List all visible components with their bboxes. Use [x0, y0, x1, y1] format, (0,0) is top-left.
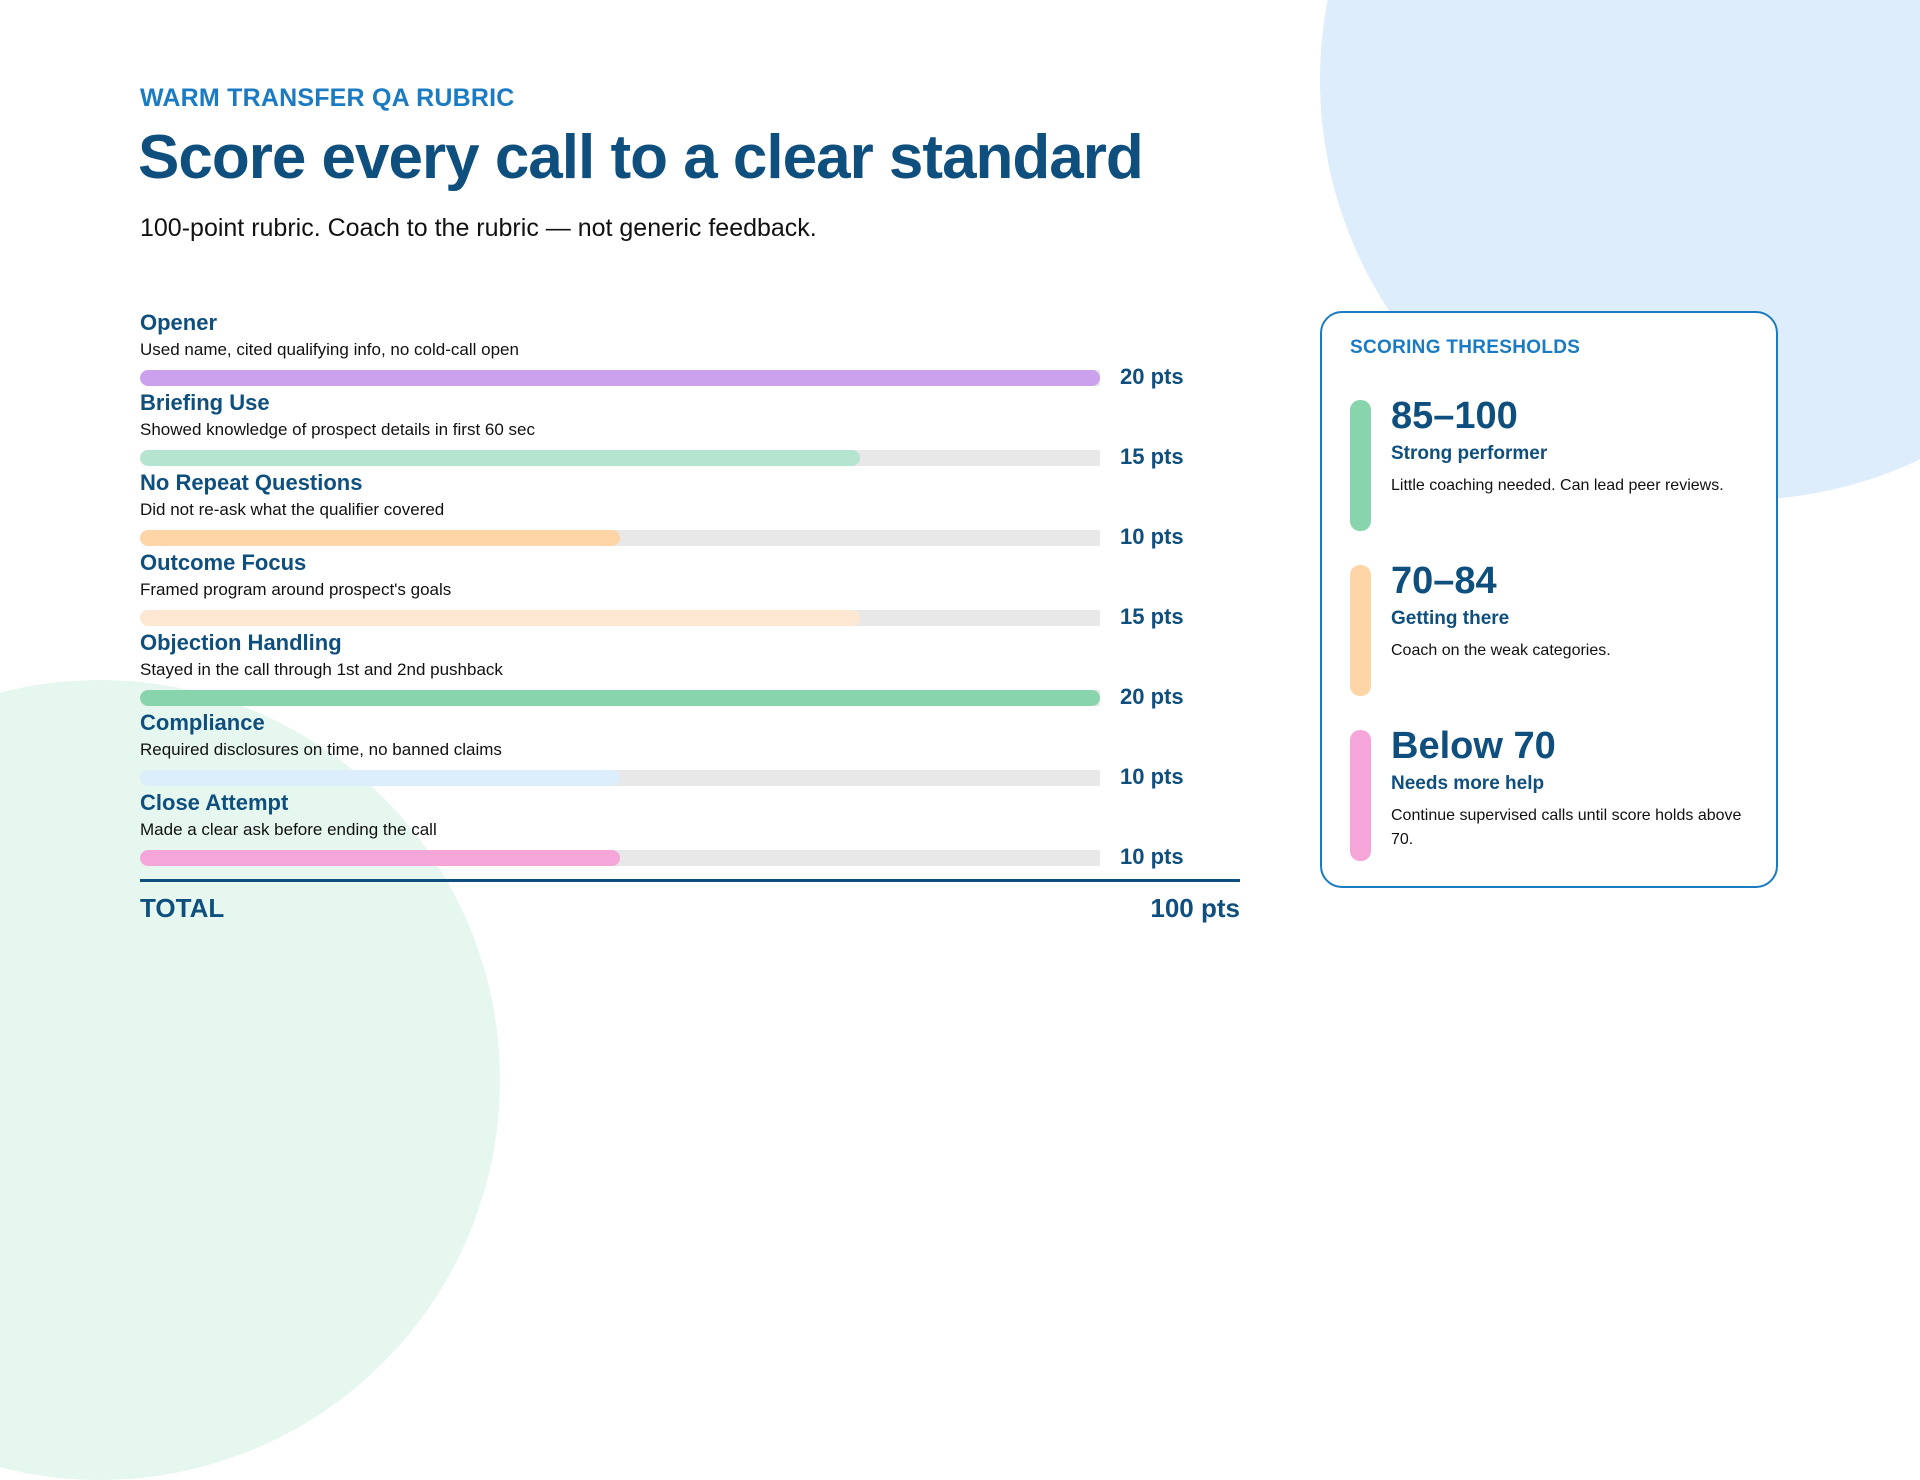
panel-title: SCORING THRESHOLDS	[1350, 337, 1581, 358]
progress-track	[140, 370, 1100, 386]
progress-fill	[140, 610, 860, 626]
total-divider	[140, 879, 1240, 882]
tier-accent-bar	[1350, 730, 1371, 861]
tier-description: Continue supervised calls until score ho…	[1391, 807, 1742, 848]
rubric-item-name: Compliance	[140, 710, 265, 735]
rubric-item-description: Showed knowledge of prospect details in …	[140, 420, 536, 439]
rubric-item-description: Framed program around prospect's goals	[140, 580, 452, 599]
progress-track	[140, 610, 1100, 626]
tier-strong-performer: 85–100 Strong performer Little coaching …	[1350, 395, 1760, 532]
progress-track	[140, 690, 1100, 706]
rubric-row-compliance: Compliance Required disclosures on time,…	[140, 710, 1240, 790]
rubric-item-name: Objection Handling	[140, 630, 342, 655]
eyebrow-label: WARM TRANSFER QA RUBRIC	[140, 84, 515, 112]
tier-label: Strong performer	[1391, 443, 1548, 464]
rubric-item-description: Used name, cited qualifying info, no col…	[140, 340, 519, 359]
rubric-item-description: Made a clear ask before ending the call	[140, 820, 437, 839]
progress-track	[140, 530, 1100, 546]
page-title: Score every call to a clear standard	[138, 123, 1144, 192]
tier-description: Little coaching needed. Can lead peer re…	[1391, 477, 1724, 494]
progress-fill	[140, 370, 1100, 386]
rubric-item-description: Required disclosures on time, no banned …	[140, 740, 502, 759]
rubric-item-points: 15 pts	[1120, 444, 1184, 469]
rubric-item-name: Outcome Focus	[140, 550, 307, 575]
rubric-item-points: 20 pts	[1120, 364, 1184, 389]
tier-label: Getting there	[1391, 608, 1510, 629]
progress-fill	[140, 450, 860, 466]
total-label: TOTAL	[140, 893, 225, 923]
rubric-list: Opener Used name, cited qualifying info,…	[140, 310, 1240, 870]
tier-label: Needs more help	[1391, 773, 1545, 794]
rubric-item-points: 20 pts	[1120, 684, 1184, 709]
rubric-item-points: 10 pts	[1120, 524, 1184, 549]
tier-accent-bar	[1350, 400, 1371, 531]
rubric-row-outcome-focus: Outcome Focus Framed program around pros…	[140, 550, 1240, 630]
progress-track	[140, 850, 1100, 866]
rubric-item-points: 15 pts	[1120, 604, 1184, 629]
rubric-row-no-repeat-questions: No Repeat Questions Did not re-ask what …	[140, 470, 1240, 550]
progress-fill	[140, 690, 1100, 706]
page-subtitle: 100-point rubric. Coach to the rubric — …	[140, 214, 817, 242]
rubric-row-objection-handling: Objection Handling Stayed in the call th…	[140, 630, 1240, 710]
tier-accent-bar	[1350, 565, 1371, 696]
tier-description: Coach on the weak categories.	[1391, 642, 1611, 659]
rubric-item-name: No Repeat Questions	[140, 470, 363, 495]
rubric-item-name: Close Attempt	[140, 790, 289, 815]
progress-fill	[140, 530, 620, 546]
tier-range: 85–100	[1391, 395, 1518, 437]
tier-getting-there: 70–84 Getting there Coach on the weak ca…	[1350, 560, 1760, 697]
progress-track	[140, 770, 1100, 786]
total-value: 100 pts	[1150, 893, 1240, 923]
rubric-item-description: Did not re-ask what the qualifier covere…	[140, 500, 445, 519]
tier-range: Below 70	[1391, 725, 1556, 767]
rubric-item-description: Stayed in the call through 1st and 2nd p…	[140, 660, 503, 679]
rubric-row-close-attempt: Close Attempt Made a clear ask before en…	[140, 790, 1240, 870]
rubric-row-opener: Opener Used name, cited qualifying info,…	[140, 310, 1240, 390]
rubric-row-briefing-use: Briefing Use Showed knowledge of prospec…	[140, 390, 1240, 470]
progress-track	[140, 450, 1100, 466]
progress-fill	[140, 850, 620, 866]
scoring-thresholds-panel: SCORING THRESHOLDS 85–100 Strong perform…	[1320, 311, 1778, 888]
rubric-item-points: 10 pts	[1120, 764, 1184, 789]
rubric-item-points: 10 pts	[1120, 844, 1184, 869]
rubric-item-name: Briefing Use	[140, 390, 270, 415]
rubric-item-name: Opener	[140, 310, 218, 335]
tier-needs-more-help: Below 70 Needs more help Continue superv…	[1350, 725, 1760, 862]
tier-range: 70–84	[1391, 560, 1497, 602]
progress-fill	[140, 770, 620, 786]
